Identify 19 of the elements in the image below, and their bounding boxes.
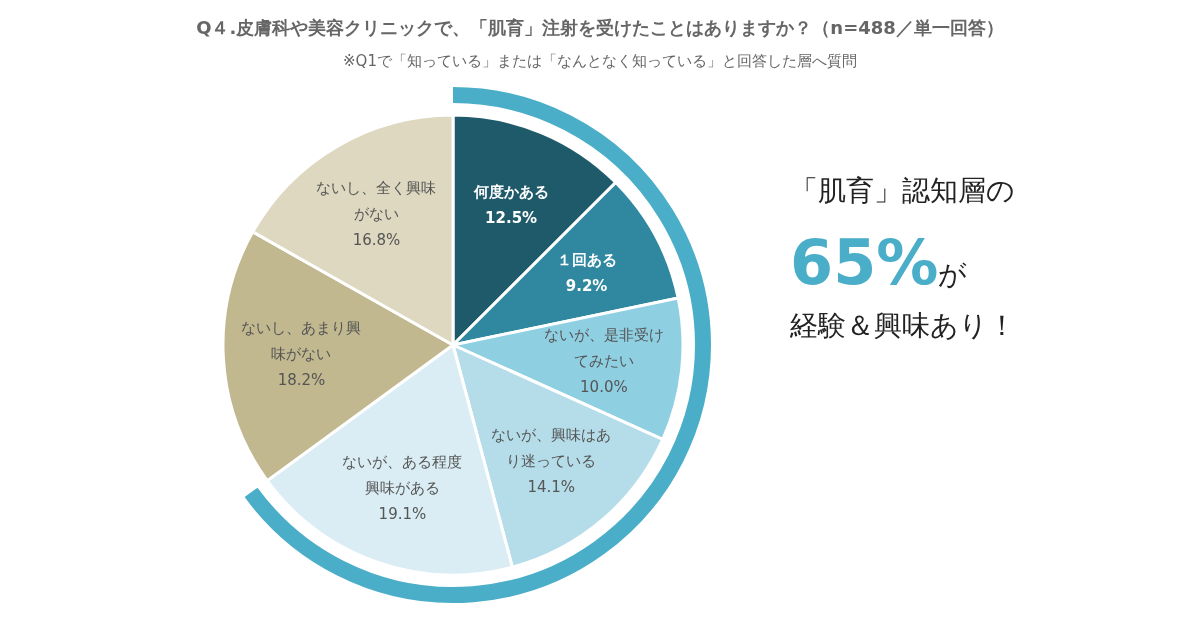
data-label: 18.2% [277,370,326,389]
text: 65%が [790,226,968,299]
data-label: 10.0% [580,378,628,397]
text: 経験＆興味あり！ [789,309,1016,342]
slice-label: ないが、ある程度興味がある [342,453,463,498]
data-label: 12.5% [485,208,538,227]
slice-label: ないが、興味はあり迷っている [491,425,612,470]
slice-label: １回ある [556,250,617,269]
data-label: 14.1% [527,477,576,496]
slice-label: ないし、全く興味がない [316,178,437,223]
slice-label: ないし、あまり興味がない [241,318,362,363]
slice-label: ないが、是非受けてみたい [543,326,664,371]
text: 「肌育」認知層の [790,174,1015,207]
data-label: 19.1% [378,505,427,524]
data-label: 16.8% [352,230,401,249]
chart-subtitle: ※Q1で「知っている」または「なんとなく知っている」と回答した層へ質問 [343,52,857,70]
chart-title: Q４.皮膚科や美容クリニックで、「肌育」注射を受けたことはありますか？（n=488／単一回答） [196,17,1004,38]
slice-label: 何度かある [472,182,549,201]
data-label: 9.2% [565,276,608,295]
